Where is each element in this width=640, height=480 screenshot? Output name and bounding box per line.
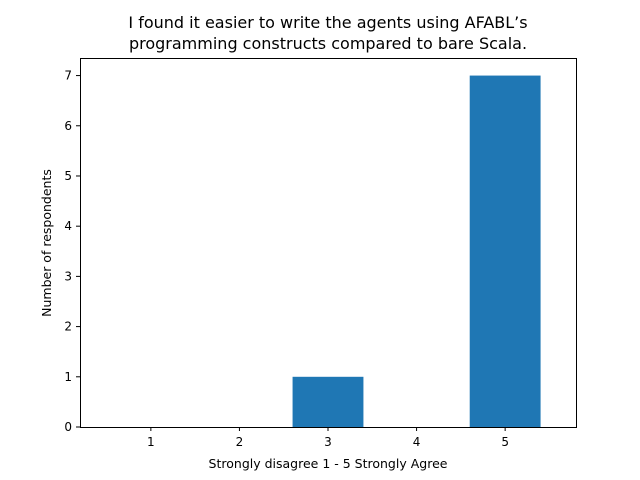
y-tick-label: 1: [64, 370, 72, 384]
x-tick-label: 5: [501, 435, 509, 449]
x-tick-label: 1: [147, 435, 155, 449]
y-tick-label: 5: [64, 169, 72, 183]
x-tick-label: 3: [324, 435, 332, 449]
x-tick-label: 2: [236, 435, 244, 449]
y-tick-label: 4: [64, 219, 72, 233]
bar-3: [292, 376, 364, 427]
x-axis-ticks: 1 2 3 4 5: [147, 427, 509, 449]
bar-5: [469, 75, 541, 428]
y-axis-label: Number of respondents: [39, 169, 54, 317]
x-axis-label: Strongly disagree 1 - 5 Strongly Agree: [209, 456, 448, 471]
plot-frame: [80, 58, 577, 428]
y-tick-label: 2: [64, 320, 72, 334]
x-tick-label: 4: [413, 435, 421, 449]
y-tick-label: 6: [64, 119, 72, 133]
y-tick-label: 7: [64, 69, 72, 83]
y-tick-label: 0: [64, 420, 72, 434]
bars-group: [292, 75, 541, 428]
y-axis-ticks: 0 1 2 3 4 5 6 7: [64, 69, 80, 434]
chart-title-line-1: I found it easier to write the agents us…: [128, 13, 527, 32]
y-tick-label: 3: [64, 269, 72, 283]
chart-title-line-2: programming constructs compared to bare …: [129, 34, 527, 53]
